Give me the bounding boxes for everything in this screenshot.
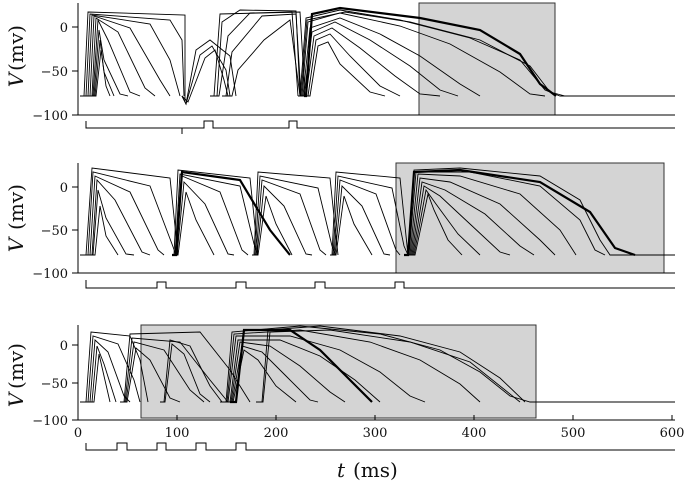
panel-2-traces — [80, 167, 675, 257]
x-tick-label-0: 0 — [74, 426, 82, 441]
panel-2: 0 −50 −100 V (mv) — [4, 162, 675, 289]
panel-1-ytick-label-0: 0 — [60, 21, 68, 36]
panel-3-ytick-label-50: −50 — [41, 377, 68, 392]
panel-3-yunit: (mv) — [4, 343, 28, 389]
panel-1: 0 −50 −100 V (mv) — [4, 2, 675, 134]
panel-3-stimulus-trace — [85, 442, 675, 451]
panel-2-ytick-label-100: −100 — [32, 267, 68, 282]
panel-3-ytick-label-0: 0 — [60, 339, 68, 354]
x-tick-label-200: 200 — [264, 426, 289, 441]
panel-3: 0 −50 −100 V (mv) 0 100 200 300 400 500 600 t … — [4, 324, 685, 482]
panel-3-x-ticks: 0 100 200 300 400 500 600 — [74, 415, 685, 441]
panel-3-ytick-label-100: −100 — [32, 414, 68, 429]
x-tick-label-500: 500 — [561, 426, 586, 441]
panel-3-traces — [80, 325, 675, 404]
x-axis-unit: (ms) — [353, 458, 398, 482]
x-tick-label-600: 600 — [660, 426, 685, 441]
panel-1-yunit: (mv) — [4, 25, 28, 71]
panel-2-ylabel: V — [4, 235, 28, 252]
x-axis-label: t — [337, 458, 346, 482]
panel-2-ytick-label-0: 0 — [60, 181, 68, 196]
panel-1-ytick-label-50: −50 — [41, 65, 68, 80]
panel-2-yunit: (mv) — [4, 184, 28, 230]
panel-3-ylabel: V — [4, 390, 28, 407]
panel-3-highlight-window — [140, 324, 537, 419]
panel-1-stimulus-trace — [85, 120, 675, 134]
panel-1-highlight-window — [418, 2, 556, 116]
x-tick-label-300: 300 — [363, 426, 388, 441]
panel-1-ytick-label-100: −100 — [32, 109, 68, 124]
x-tick-label-100: 100 — [165, 426, 190, 441]
panel-2-ytick-label-50: −50 — [41, 224, 68, 239]
x-tick-label-400: 400 — [462, 426, 487, 441]
panel-2-stimulus-trace — [85, 280, 675, 289]
panel-1-traces — [80, 6, 675, 106]
panel-1-ylabel: V — [4, 70, 28, 87]
